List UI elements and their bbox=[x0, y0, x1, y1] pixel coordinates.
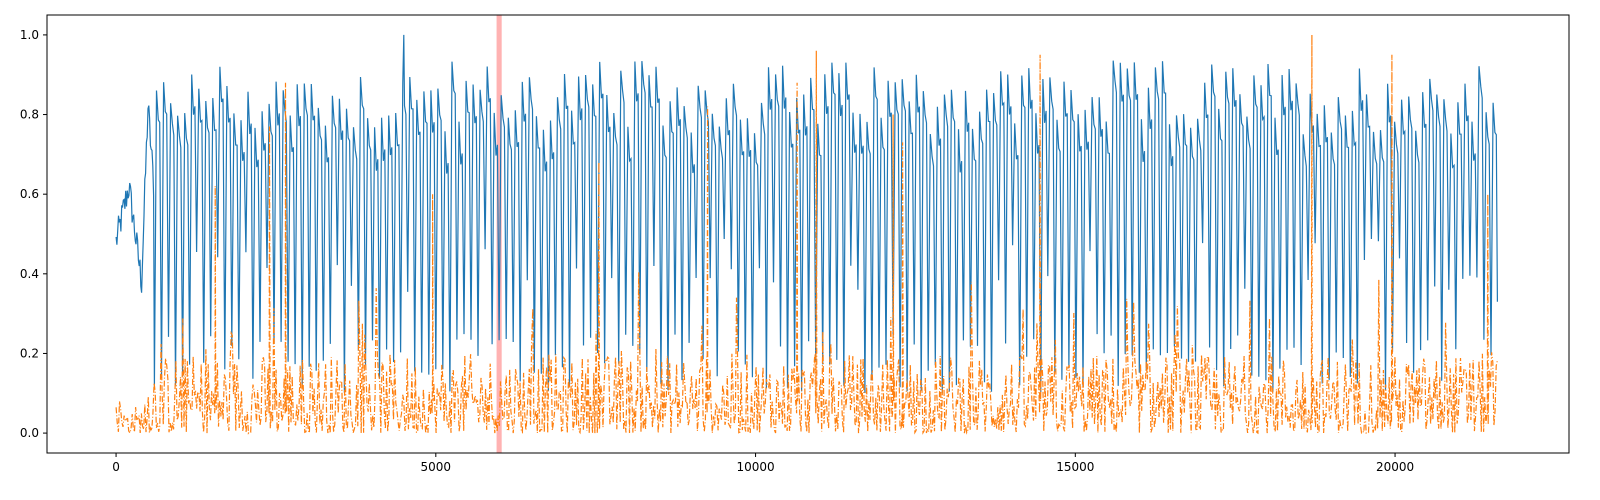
x-tick-label: 0 bbox=[112, 460, 120, 474]
x-tick-label: 20000 bbox=[1376, 460, 1414, 474]
y-tick-label: 0.0 bbox=[20, 426, 39, 440]
x-axis: 0 5000 10000 15000 20000 bbox=[112, 453, 1414, 474]
x-tick-label: 15000 bbox=[1056, 460, 1094, 474]
highlight-span bbox=[496, 15, 502, 453]
y-tick-label: 0.4 bbox=[20, 267, 39, 281]
series-line-1 bbox=[115, 34, 1498, 393]
y-tick-label: 0.8 bbox=[20, 108, 39, 122]
x-tick-label: 10000 bbox=[736, 460, 774, 474]
y-tick-label: 1.0 bbox=[20, 28, 39, 42]
series-layer bbox=[115, 34, 1498, 435]
y-tick-label: 0.6 bbox=[20, 187, 39, 201]
y-axis: 0.0 0.2 0.4 0.6 0.8 1.0 bbox=[20, 28, 47, 440]
x-tick-label: 5000 bbox=[421, 460, 452, 474]
highlight-layer bbox=[496, 15, 502, 453]
y-tick-label: 0.2 bbox=[20, 346, 39, 360]
plot-frame bbox=[46, 14, 1570, 454]
